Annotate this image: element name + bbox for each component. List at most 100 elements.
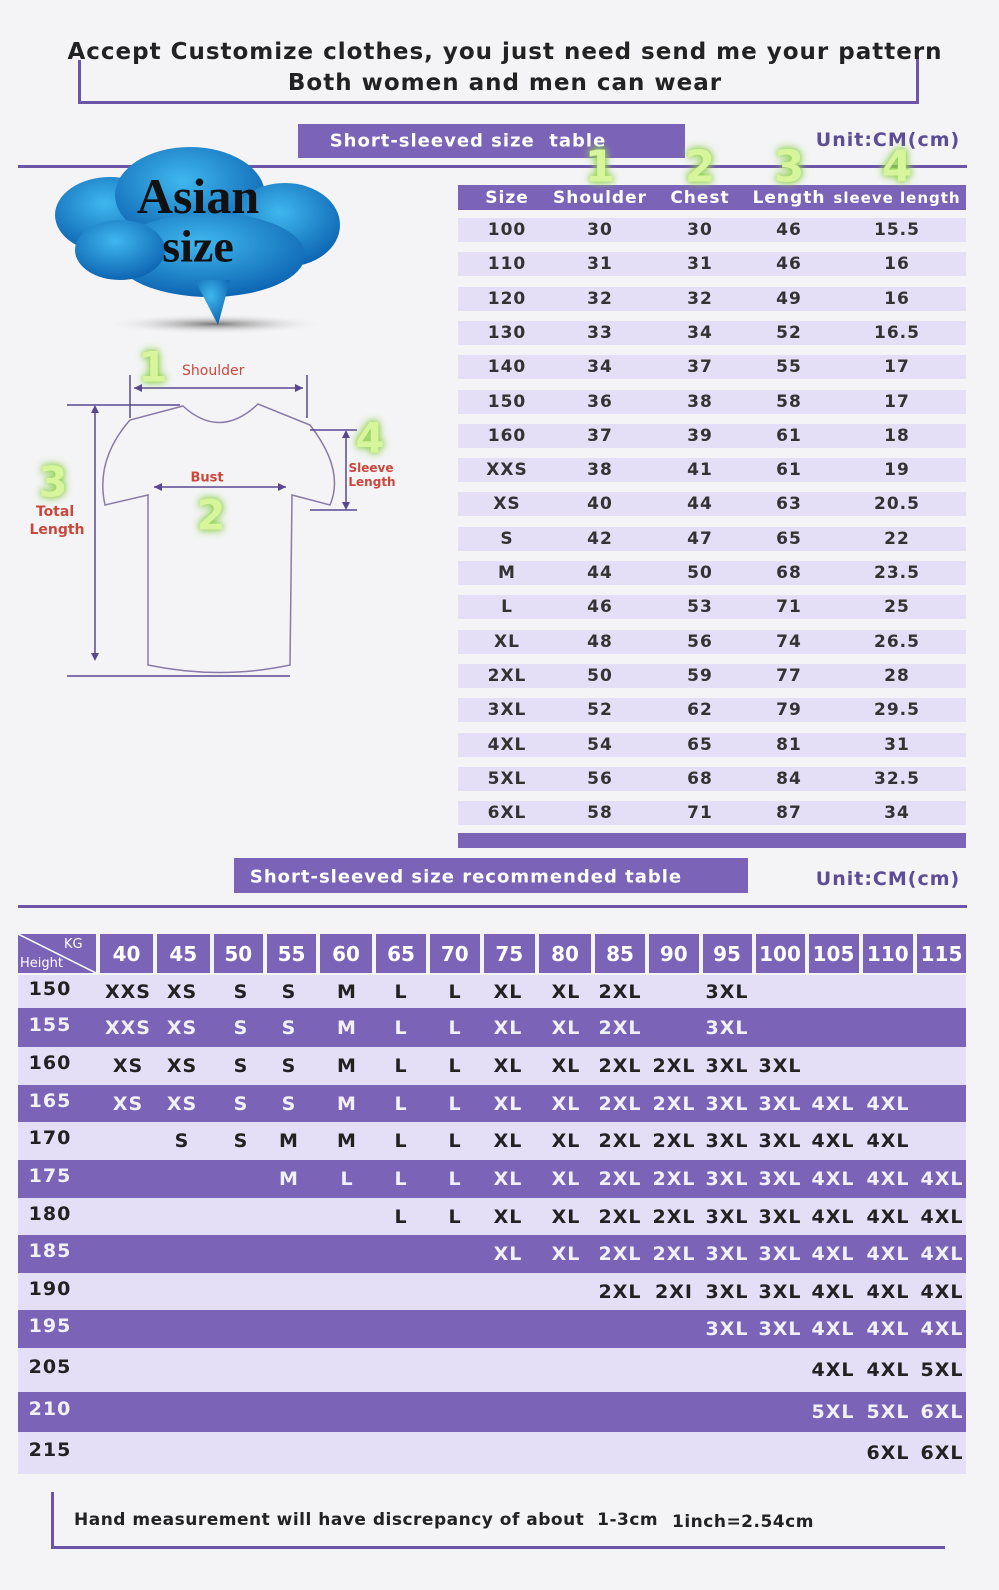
footer-note: Hand measurement will have discrepancy o… xyxy=(74,1510,659,1530)
cell: 53 xyxy=(687,597,713,618)
row-band xyxy=(458,801,966,826)
cell: 5XL xyxy=(487,768,527,789)
cell: 160 xyxy=(487,425,527,446)
height-label: 195 xyxy=(28,1315,72,1337)
cell: 44 xyxy=(587,563,613,583)
cell: 31 xyxy=(884,734,910,755)
cell: 68 xyxy=(776,563,802,583)
size-cell: 4XL xyxy=(811,1130,855,1152)
size-cell: 2XL xyxy=(598,1092,642,1115)
row-band xyxy=(18,1160,966,1198)
size-cell: 4XL xyxy=(866,1243,910,1265)
cell: 16.5 xyxy=(874,322,920,343)
cell: 58 xyxy=(587,803,613,824)
size-cell: L xyxy=(448,1092,462,1115)
column-header: Length xyxy=(752,188,826,208)
kg-label: 90 xyxy=(659,942,688,966)
row-band xyxy=(458,595,966,620)
size-cell: 3XL xyxy=(758,1243,802,1265)
cell: 65 xyxy=(687,734,713,755)
cell: 79 xyxy=(776,700,802,721)
size-cell: M xyxy=(279,1130,299,1152)
height-label: 210 xyxy=(28,1398,72,1420)
label: Shoulder xyxy=(182,363,245,379)
marker: 1 xyxy=(138,342,168,392)
size-cell: XL xyxy=(551,1092,581,1115)
size-cell: S xyxy=(281,1092,297,1115)
cell: 120 xyxy=(487,288,527,309)
size-cell: XL xyxy=(551,1168,581,1190)
kg-label: 85 xyxy=(606,942,634,966)
row-band xyxy=(18,1235,966,1273)
row-band xyxy=(458,732,966,757)
size-cell: 2XL xyxy=(652,1168,696,1190)
cell: 49 xyxy=(776,288,802,309)
row-band xyxy=(458,526,966,551)
size-cell: L xyxy=(394,1168,408,1190)
cell: 30 xyxy=(687,220,713,240)
size-cell: L xyxy=(394,1055,408,1077)
label: Length xyxy=(29,522,85,538)
row-band xyxy=(458,423,966,448)
size-cell: 4XL xyxy=(920,1318,964,1340)
kg-label: 65 xyxy=(387,942,415,966)
size-cell: 2XL xyxy=(598,1016,642,1039)
row-band xyxy=(18,1392,966,1432)
size-cell: S xyxy=(233,1016,249,1039)
cell: 63 xyxy=(776,494,802,515)
size-cell: 3XL xyxy=(758,1168,802,1190)
size-cell: L xyxy=(394,1130,408,1152)
cell: 59 xyxy=(687,665,713,686)
size-cell: 4XL xyxy=(811,1280,855,1303)
cell: 26.5 xyxy=(874,631,920,652)
row-band xyxy=(18,1198,966,1235)
cell: 47 xyxy=(687,528,713,549)
cell: 22 xyxy=(884,528,910,549)
size-cell: 4XL xyxy=(811,1243,855,1265)
cell: 56 xyxy=(687,631,713,652)
cell: 74 xyxy=(776,631,802,652)
size-cell: 2XL xyxy=(598,980,642,1003)
size-cell: 3XL xyxy=(705,1016,749,1039)
size-cell: 4XL xyxy=(866,1092,910,1115)
footer-bar xyxy=(458,833,966,848)
size-cell: L xyxy=(448,1055,462,1077)
cell: 46 xyxy=(776,220,802,240)
cell: 52 xyxy=(587,700,613,721)
cell: 20.5 xyxy=(874,494,920,515)
row-band xyxy=(18,1273,966,1310)
cell: S xyxy=(500,528,514,549)
size-cell: 3XL xyxy=(758,1055,802,1077)
cell: 38 xyxy=(587,460,613,481)
cell: 32.5 xyxy=(874,768,920,789)
size-cell: XL xyxy=(493,980,523,1003)
cell: L xyxy=(501,597,513,618)
size-cell: 3XL xyxy=(705,1243,749,1265)
size-cell: L xyxy=(448,1130,462,1152)
size-cell: XS xyxy=(112,1092,144,1115)
height-label: 175 xyxy=(28,1165,72,1187)
cell: 54 xyxy=(587,734,613,755)
label: Length xyxy=(348,475,396,489)
size-cell: 2XL xyxy=(598,1243,642,1265)
row-band xyxy=(18,1122,966,1160)
height-label: 155 xyxy=(28,1013,72,1036)
kg-cell xyxy=(267,934,316,973)
size-cell: 3XL xyxy=(705,1055,749,1077)
label: Sleeve xyxy=(348,461,394,475)
kg-label: 75 xyxy=(495,942,524,966)
size-cell: 4XL xyxy=(866,1168,910,1190)
unit: Unit:CM(cm) xyxy=(815,868,961,890)
column-number: 4 xyxy=(881,141,913,193)
size-cell: M xyxy=(337,1016,357,1039)
size-cell: 2XL xyxy=(598,1280,642,1303)
kg-label: 95 xyxy=(713,942,741,966)
cell: 110 xyxy=(487,254,527,275)
bracket xyxy=(78,101,919,104)
size-cell: 2XL xyxy=(652,1055,696,1077)
cell: XL xyxy=(494,631,520,652)
label: Total xyxy=(35,504,75,520)
size-cell: 3XL xyxy=(758,1280,802,1303)
size-cell: XL xyxy=(551,1055,581,1077)
